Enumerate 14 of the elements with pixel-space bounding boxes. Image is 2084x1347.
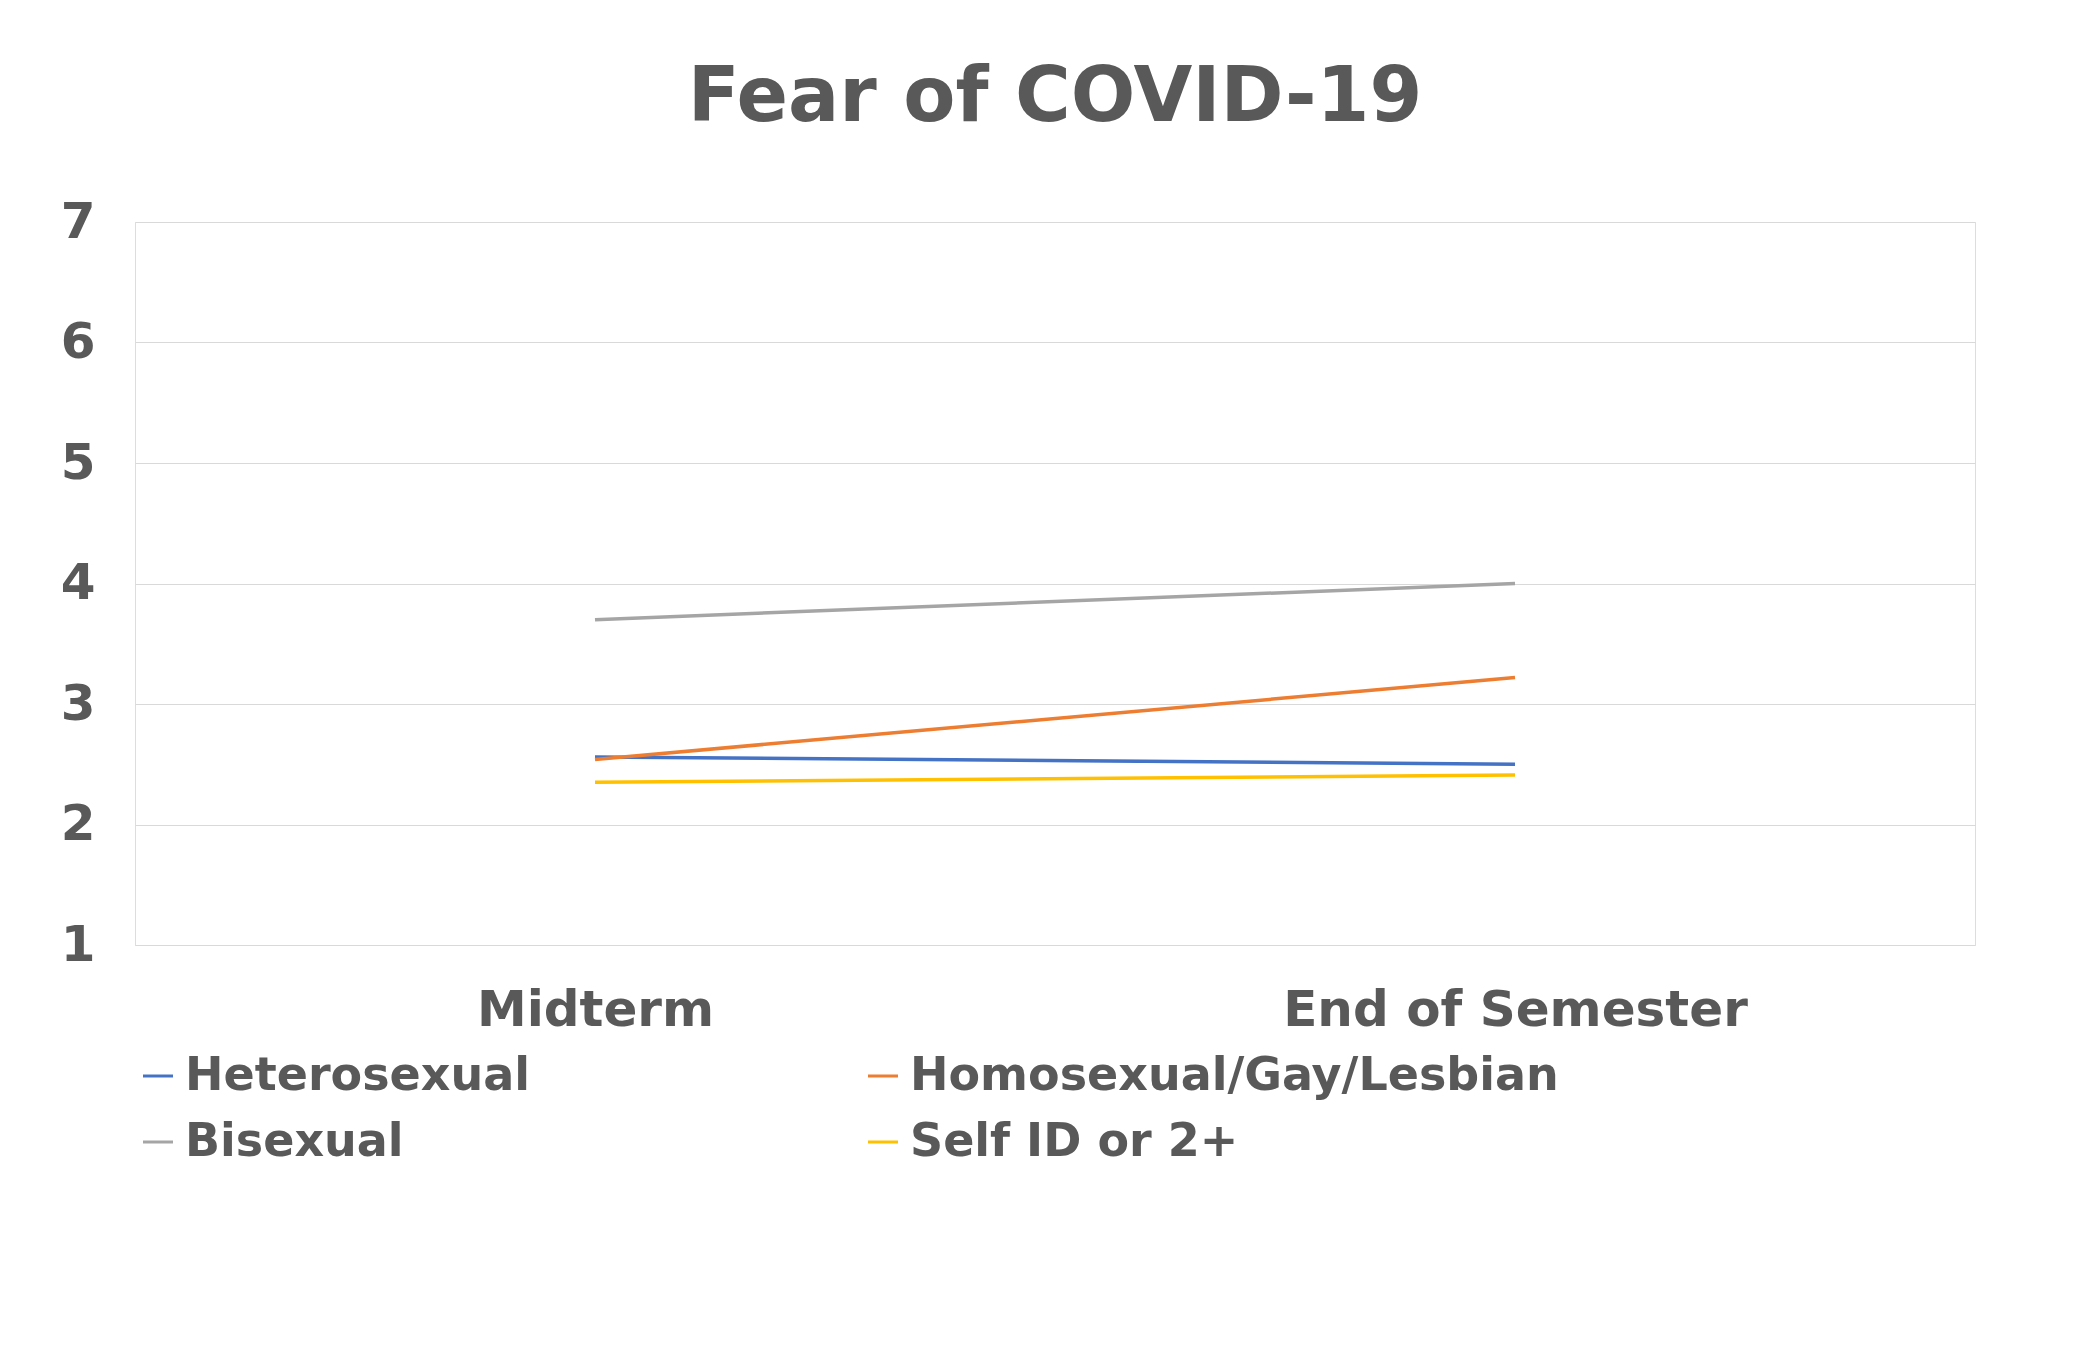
y-tick-label: 5 [60,432,96,491]
chart-title: Fear of COVID-19 [687,50,1423,139]
legend-label: Self ID or 2+ [910,1113,1239,1167]
y-tick-label: 2 [60,794,96,852]
y-tick-label: 4 [60,553,96,611]
y-tick-label: 3 [60,673,96,732]
y-tick-label: 1 [60,914,96,973]
x-tick-label: Midterm [476,979,715,1038]
legend-label: Homosexual/Gay/Lesbian [910,1047,1559,1101]
y-tick-label: 7 [60,191,96,250]
legend-label: Bisexual [185,1113,404,1167]
x-tick-label: End of Semester [1283,979,1749,1038]
y-tick-label: 6 [60,312,96,370]
legend-label: Heterosexual [185,1047,530,1101]
